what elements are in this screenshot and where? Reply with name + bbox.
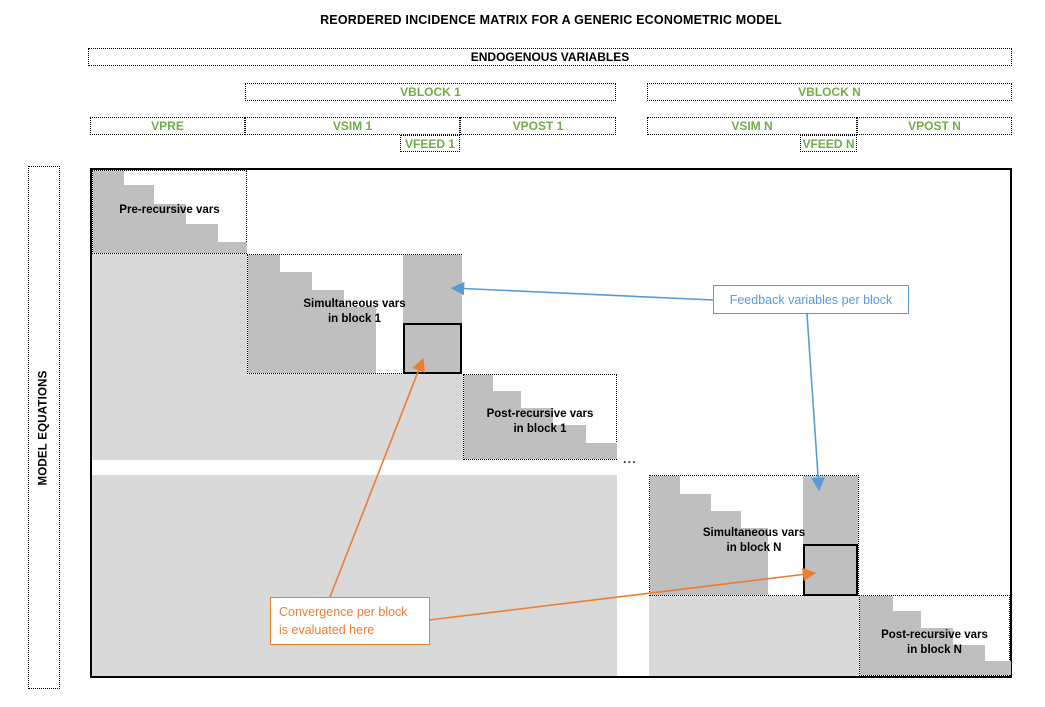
- stair-step: [93, 171, 124, 253]
- stair-step: [124, 185, 154, 253]
- stair-step: [893, 611, 921, 675]
- header-vpre: VPRE: [90, 117, 245, 135]
- stair-step: [493, 391, 521, 459]
- post-recursive-block-1-label: Post-recursive vars in block 1: [486, 408, 594, 435]
- convergence-square-block-1: [403, 323, 462, 374]
- header-vpost-1-label: VPOST 1: [512, 119, 564, 133]
- header-vpost-n: VPOST N: [857, 117, 1012, 135]
- header-vsim-1-label: VSIM 1: [332, 119, 373, 133]
- stair-step: [280, 272, 312, 373]
- header-vpost-1: VPOST 1: [460, 117, 616, 135]
- stair-step: [521, 408, 553, 459]
- header-vfeed-n: VFEED N: [800, 135, 857, 152]
- header-vpost-n-label: VPOST N: [908, 119, 961, 133]
- stair-step: [586, 443, 617, 459]
- simultaneous-block-n-label: Simultaneous vars in block N: [702, 527, 806, 554]
- region-post-recursive-block-1: Post-recursive vars in block 1: [463, 374, 617, 460]
- stair-step: [154, 204, 186, 253]
- header-vblock-n: VBLOCK N: [647, 83, 1012, 101]
- header-vpre-label: VPRE: [151, 119, 184, 133]
- gray-region-row3-left: [92, 475, 617, 676]
- stair-step: [553, 425, 586, 459]
- row-header-model-equations: MODEL EQUATIONS: [28, 166, 60, 689]
- stair-step: [953, 645, 985, 675]
- feedback-callout: Feedback variables per block: [713, 285, 909, 314]
- header-vblock-n-label: VBLOCK N: [798, 85, 861, 99]
- post-recursive-block-n-label: Post-recursive vars in block N: [881, 629, 988, 656]
- region-simultaneous-block-1: Simultaneous vars in block 1: [247, 254, 462, 374]
- gray-region-row2-left: [92, 254, 247, 460]
- header-endogenous-variables: ENDOGENOUS VARIABLES: [88, 48, 1012, 66]
- header-vsim-n: VSIM N: [647, 117, 857, 135]
- region-pre-recursive: Pre-recursive vars: [92, 170, 247, 254]
- header-vblock-1: VBLOCK 1: [245, 83, 616, 101]
- header-vblock-1-label: VBLOCK 1: [400, 85, 461, 99]
- convergence-callout-line-2: is evaluated here: [279, 623, 375, 637]
- gray-region-below-blockn: [649, 596, 859, 676]
- convergence-callout: Convergence per block is evaluated here: [270, 597, 430, 645]
- block-ellipsis: ...: [623, 451, 637, 466]
- diagram-title: REORDERED INCIDENCE MATRIX FOR A GENERIC…: [320, 13, 782, 27]
- stair-step: [921, 628, 953, 675]
- convergence-callout-line-1: Convergence per block: [279, 605, 408, 619]
- header-vfeed-1: VFEED 1: [400, 135, 460, 152]
- model-equations-label: MODEL EQUATIONS: [38, 369, 50, 486]
- header-vsim-n-label: VSIM N: [731, 119, 773, 133]
- region-post-recursive-block-n: Post-recursive vars in block N: [859, 595, 1011, 676]
- stair-step: [248, 255, 280, 373]
- pre-recursive-label: Pre-recursive vars: [119, 204, 220, 216]
- header-vfeed-n-label: VFEED N: [802, 136, 855, 151]
- stair-step: [218, 242, 247, 253]
- header-vsim-1: VSIM 1: [245, 117, 460, 135]
- stair-step: [186, 224, 218, 253]
- stair-step: [860, 596, 893, 675]
- simultaneous-block-1-label: Simultaneous vars in block 1: [303, 298, 406, 325]
- header-vfeed-1-label: VFEED 1: [404, 136, 455, 151]
- region-simultaneous-block-n: Simultaneous vars in block N: [649, 475, 859, 596]
- stair-step: [985, 661, 1011, 675]
- header-endogenous-label: ENDOGENOUS VARIABLES: [470, 50, 630, 64]
- incidence-matrix: Pre-recursive vars Simultaneous vars in …: [90, 168, 1012, 678]
- gray-region-below-block1: [247, 374, 463, 460]
- stair-step: [464, 375, 493, 459]
- feedback-callout-label: Feedback variables per block: [729, 292, 893, 307]
